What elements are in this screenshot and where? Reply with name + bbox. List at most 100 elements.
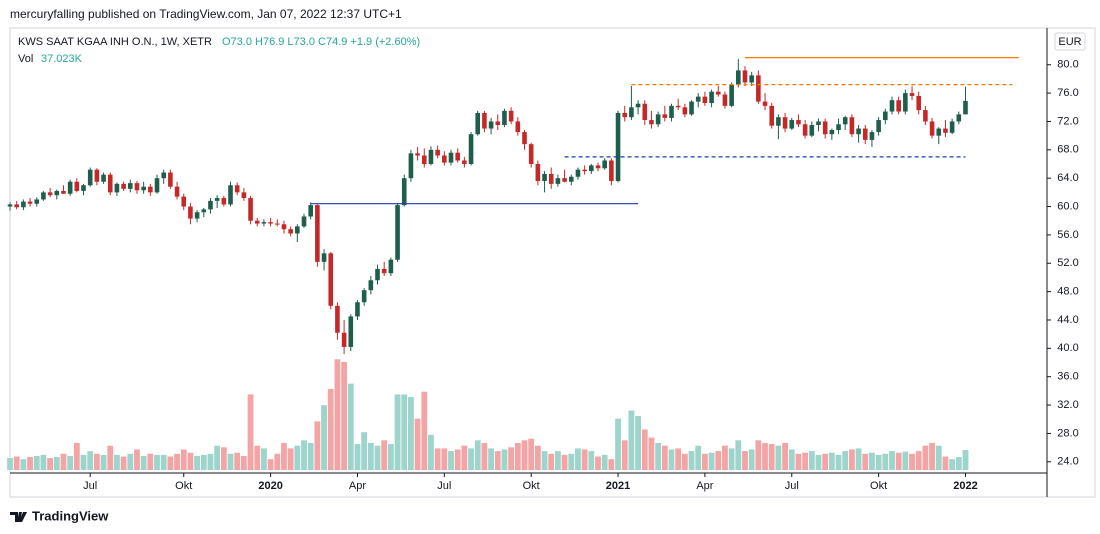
volume-bar: [822, 453, 829, 470]
x-tick-label: Jul: [437, 480, 451, 492]
candle-body: [883, 111, 888, 121]
candle-body: [542, 173, 547, 182]
candle-body: [615, 112, 621, 182]
y-tick-label: 72.0: [1057, 115, 1078, 127]
candle-body: [468, 134, 474, 165]
candle-body: [428, 149, 434, 165]
volume-bar: [728, 448, 735, 470]
volume-bar: [481, 443, 488, 470]
volume-layer: [7, 359, 969, 470]
candle-body: [254, 220, 260, 224]
candle-body: [776, 117, 781, 126]
candle-body: [575, 169, 581, 177]
volume-bar: [127, 453, 134, 470]
candle-body: [295, 226, 300, 234]
candle-body: [381, 268, 387, 274]
y-tick-label: 44.0: [1057, 314, 1078, 326]
volume-bar: [307, 443, 314, 470]
candle-body: [555, 178, 561, 184]
volume-bar: [955, 457, 962, 470]
volume-bar: [628, 410, 635, 470]
volume-bar: [514, 443, 521, 470]
candle-body: [869, 132, 875, 140]
volume-bar: [73, 443, 80, 470]
currency-label[interactable]: EUR: [1058, 36, 1081, 48]
volume-bar: [287, 448, 294, 470]
candle-body: [148, 186, 153, 193]
candle-body: [796, 120, 801, 125]
candle-body: [401, 178, 407, 206]
x-tick-label: 2022: [953, 480, 977, 492]
candle-body: [889, 100, 895, 112]
volume-bar: [27, 457, 33, 470]
y-tick-label: 48.0: [1057, 286, 1078, 298]
volume-bar: [100, 454, 107, 470]
candle-body: [87, 169, 93, 186]
candle-body: [321, 253, 327, 262]
volume-bar: [207, 453, 214, 470]
volume-bar: [595, 456, 601, 470]
candle-body: [415, 153, 420, 156]
candle-body: [107, 174, 113, 193]
volume-bar: [367, 443, 374, 470]
currency-box[interactable]: [1054, 32, 1086, 51]
candle-body: [375, 268, 380, 281]
volume-bar: [47, 458, 54, 470]
volume-bar: [93, 453, 100, 470]
volume-bar: [13, 456, 20, 470]
volume-bar: [782, 443, 788, 470]
candle-body: [602, 160, 607, 169]
volume-bar: [708, 452, 715, 470]
volume-bar: [875, 454, 882, 470]
volume-bar: [788, 449, 795, 470]
candle-body: [94, 169, 100, 182]
candle-body: [548, 173, 554, 184]
volume-bar: [408, 397, 414, 470]
candle-body: [502, 110, 507, 126]
candle-body: [462, 160, 467, 165]
logo-text: TradingView: [32, 508, 109, 523]
volume-bar: [140, 455, 147, 470]
candle-body: [929, 121, 935, 136]
candle-body: [589, 165, 594, 172]
candle-body: [174, 186, 180, 197]
candle-body: [121, 183, 126, 189]
y-tick-label: 80.0: [1057, 59, 1078, 71]
candle-body: [301, 216, 307, 227]
candle-body: [47, 192, 53, 196]
candle-body: [635, 103, 641, 108]
x-tick-label: Okt: [523, 480, 540, 492]
candle-body: [609, 160, 614, 182]
volume-bar: [775, 445, 782, 470]
volume-bar: [294, 445, 301, 470]
y-tick-label: 68.0: [1057, 144, 1078, 156]
volume-bar: [421, 391, 428, 470]
volume-bar: [301, 440, 307, 470]
candle-body: [368, 280, 374, 291]
volume-bar: [802, 452, 809, 470]
volume-bar: [655, 443, 662, 470]
volume-bar: [895, 452, 902, 470]
volume-bar: [715, 451, 722, 470]
volume-bar: [240, 455, 247, 470]
volume-bar: [494, 451, 501, 470]
volume-bar: [174, 453, 180, 470]
volume-bar: [53, 457, 60, 470]
candle-body: [756, 75, 761, 102]
candle-body: [127, 183, 133, 189]
volume-bar: [641, 429, 648, 470]
candle-body: [916, 95, 922, 111]
candle-body: [903, 93, 908, 112]
candle-body: [622, 112, 628, 118]
volume-bar: [568, 453, 575, 470]
volume-bar: [347, 383, 354, 470]
candle-body: [475, 112, 481, 135]
volume-bar: [508, 447, 515, 470]
volume-bar: [755, 440, 762, 470]
volume-bar: [815, 454, 822, 470]
volume-bar: [107, 445, 114, 470]
volume-bar: [869, 452, 875, 470]
volume-bar: [635, 416, 641, 470]
logo-icon: [10, 512, 27, 522]
